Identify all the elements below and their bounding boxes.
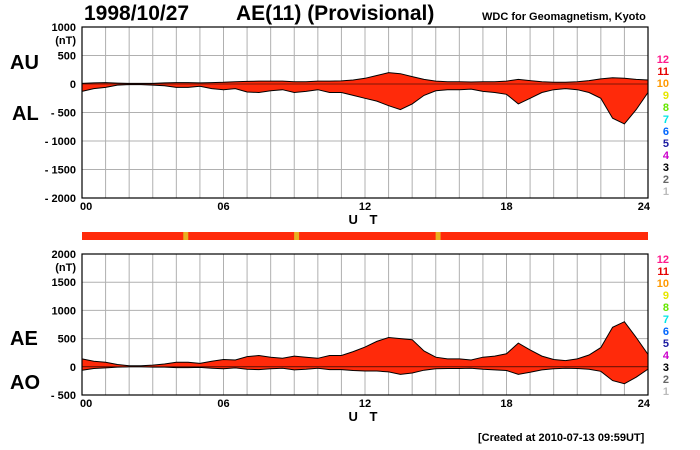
top-ytick-label: - 1000 [45,136,76,148]
top-xtick-label: 06 [217,201,229,213]
top-xaxis-title: U T [349,212,382,227]
bottom-station-count-label: 11 [657,266,669,278]
bottom-plot-frame [81,253,649,396]
data-quality-marker [183,232,189,240]
created-note: [Created at 2010-07-13 09:59UT] [478,432,645,444]
top-ytick-label: 1000 [52,22,76,34]
bottom-station-count-label: 1 [663,386,669,398]
bottom-station-count-label: 4 [663,350,670,362]
top-ytick-label: 0 [70,79,76,91]
top-station-count-label: 1 [663,186,669,198]
top-ytick-label: 500 [58,51,76,63]
bottom-station-count-label: 3 [663,362,669,374]
top-station-count-label: 6 [663,126,669,138]
top-station-count-label: 11 [657,66,669,78]
data-quality-marker [435,232,441,240]
bottom-unit-label: (nT) [55,262,76,274]
top-station-count-label: 12 [657,54,669,66]
top-xtick-label: 00 [80,201,92,213]
ae-label: AE [10,328,38,350]
bottom-xtick-label: 06 [217,398,229,410]
bottom-ytick-label: - 500 [51,390,76,402]
top-xtick-label: 18 [500,201,512,213]
bottom-xtick-label: 24 [638,398,651,410]
top-ytick-label: - 500 [51,108,76,120]
bottom-ytick-label: 0 [70,362,76,374]
source-label: WDC for Geomagnetism, Kyoto [482,11,646,23]
date-title: 1998/10/27 [84,2,190,25]
bottom-ytick-label: 2000 [52,249,76,261]
top-station-count-label: 2 [663,174,669,186]
top-ytick-label: - 2000 [45,193,76,205]
bottom-station-count-label: 6 [663,326,669,338]
bottom-station-count-label: 7 [663,314,669,326]
top-station-count-label: 8 [663,102,669,114]
top-station-count-label: 3 [663,162,669,174]
top-unit-label: (nT) [55,35,76,47]
bottom-xtick-label: 00 [80,398,92,410]
bottom-ytick-label: 1500 [52,277,76,289]
bottom-station-count-label: 10 [657,278,669,290]
series-line-ao [81,366,649,385]
bottom-station-count-label: 12 [657,254,669,266]
top-station-count-label: 9 [663,90,669,102]
bottom-xtick-label: 12 [359,398,371,410]
bottom-xaxis-title: U T [349,409,382,424]
bottom-station-count-label: 8 [663,302,669,314]
data-quality-marker [294,232,300,240]
top-station-count-label: 5 [663,138,669,150]
data-quality-bar [82,232,648,240]
bottom-xtick-label: 18 [500,398,512,410]
top-station-count-label: 4 [663,150,670,162]
series-line-au [81,72,649,84]
series-line-al [81,84,649,125]
au-label: AU [10,52,39,74]
bottom-station-count-label: 2 [663,374,669,386]
top-station-count-label: 10 [657,78,669,90]
top-ytick-label: - 1500 [45,165,76,177]
top-station-count-label: 7 [663,114,669,126]
chart-title: AE(11) (Provisional) [236,2,435,25]
ao-label: AO [10,372,40,394]
al-label: AL [12,103,39,125]
bottom-ytick-label: 1000 [52,305,76,317]
top-xtick-label: 12 [359,201,371,213]
top-xtick-label: 24 [638,201,651,213]
bottom-envelope-fill [82,321,648,384]
top-plot-frame [81,26,649,199]
bottom-station-count-label: 9 [663,290,669,302]
bottom-station-count-label: 5 [663,338,669,350]
bottom-ytick-label: 500 [58,334,76,346]
series-line-ae [81,321,649,367]
